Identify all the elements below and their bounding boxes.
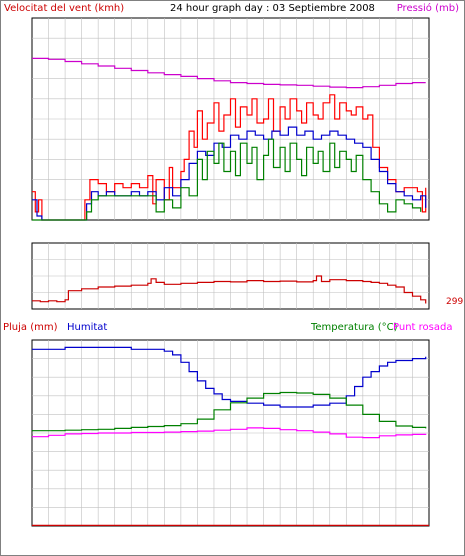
humidity-panel-grid [32,340,429,526]
series-line-0 [32,94,427,221]
pressure-label: Pressió (mb) [397,2,459,14]
series-line-1 [32,126,427,221]
temperature-label: Temperatura (°C) [310,322,398,333]
direction-panel-series [32,275,427,304]
wind-pressure-panel: Velocitat del vent (kmh) 24 hour graph d… [4,2,459,221]
series-line-1 [32,391,427,432]
series-line-3 [32,57,426,89]
direction-reading: 299 [446,297,463,307]
humidity-panel-series [32,346,429,526]
humidity-temperature-panel: Pluja (mm) Humitat Temperatura (°C) Punt… [3,322,452,527]
rain-label: Pluja (mm) [3,322,58,333]
humidity-label: Humitat [67,322,107,333]
wind-panel-series [32,57,427,221]
series-line-0 [32,275,427,304]
series-line-2 [32,138,422,221]
series-line-2 [32,427,427,439]
graph-title: 24 hour graph day : 03 Septiembre 2008 [170,3,375,14]
dewpoint-label: Punt rosada [393,322,452,333]
direction-panel-grid [32,243,429,309]
wind-direction-panel: 299 [31,242,463,310]
wind-speed-label: Velocitat del vent (kmh) [4,3,124,14]
